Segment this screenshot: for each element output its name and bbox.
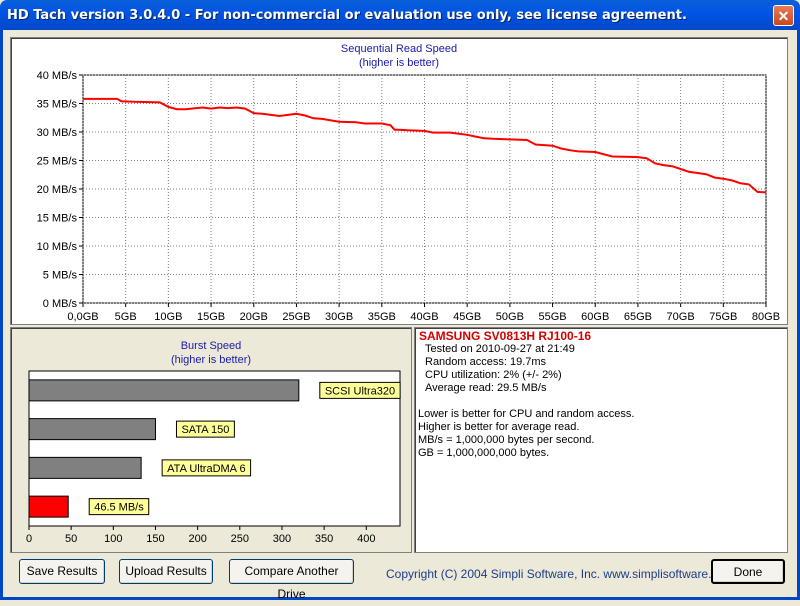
y-tick-label: 30 MB/s [37, 127, 78, 139]
note-mbs-definition: MB/s = 1,000,000 bytes per second. [418, 434, 595, 446]
burst-bar [28, 418, 156, 441]
burst-x-tick-label: 300 [273, 533, 291, 545]
burst-subtitle: (higher is better) [171, 354, 251, 366]
x-tick-label: 40GB [410, 311, 438, 323]
window-body [0, 30, 800, 600]
burst-x-tick-label: 250 [231, 533, 249, 545]
y-tick-label: 40 MB/s [37, 70, 78, 82]
sequential-read-chart: Sequential Read Speed (higher is better)… [37, 43, 780, 323]
burst-bar [28, 495, 69, 518]
tested-on: Tested on 2010-09-27 at 21:49 [425, 343, 575, 355]
burst-bar-label-text: SCSI Ultra320 [325, 385, 395, 397]
x-tick-label: 75GB [709, 311, 737, 323]
burst-bar-label-text: SATA 150 [181, 424, 229, 436]
x-tick-label: 5GB [115, 311, 137, 323]
x-tick-label: 60GB [581, 311, 609, 323]
burst-bar-label: ATA UltraDMA 6 [161, 459, 252, 477]
window-title: HD Tach version 3.0.4.0 - For non-commer… [7, 8, 687, 23]
burst-speed-panel: Burst Speed (higher is better) 0 50 100 150… [10, 327, 412, 553]
x-tick-label: 65GB [624, 311, 652, 323]
note-lower-better: Lower is better for CPU and random acces… [418, 408, 635, 420]
cpu-utilization: CPU utilization: 2% (+/- 2%) [425, 369, 562, 381]
burst-title: Burst Speed [181, 340, 242, 352]
burst-bar [28, 456, 142, 479]
title-bar: HD Tach version 3.0.4.0 - For non-commer… [0, 0, 800, 30]
compare-another-drive-button[interactable]: Compare Another Drive [229, 559, 354, 601]
burst-bar-label-text: 46.5 MB/s [94, 502, 144, 514]
x-tick-label: 15GB [197, 311, 225, 323]
x-tick-label: 80GB [752, 311, 780, 323]
burst-bar [28, 379, 300, 402]
drive-info: SAMSUNG SV0813H RJ100-16 Tested on 2010-… [418, 330, 786, 552]
chart-title: Sequential Read Speed [341, 43, 457, 55]
x-tick-label: 20GB [240, 311, 268, 323]
x-tick-label: 30GB [325, 311, 353, 323]
y-tick-label: 20 MB/s [37, 184, 78, 196]
x-tick-label: 25GB [282, 311, 310, 323]
x-tick-label: 50GB [496, 311, 524, 323]
burst-bar-label-text: ATA UltraDMA 6 [167, 463, 245, 475]
burst-bar-label-box [161, 459, 252, 477]
chart-subtitle: (higher is better) [359, 57, 439, 69]
random-access: Random access: 19.7ms [425, 356, 547, 368]
burst-bar-label: SATA 150 [175, 420, 235, 438]
x-tick-label: 70GB [667, 311, 695, 323]
burst-x-tick-label: 100 [104, 533, 122, 545]
x-tick-label: 35GB [368, 311, 396, 323]
burst-bar-label: SCSI Ultra320 [319, 381, 401, 399]
info-panel [414, 327, 788, 553]
burst-bar-label-box [88, 498, 150, 516]
burst-x-tick-label: 400 [357, 533, 375, 545]
copyright-text: Copyright (C) 2004 Simpli Software, Inc.… [386, 567, 735, 581]
sequential-read-panel: Sequential Read Speed (higher is better)… [10, 37, 788, 325]
burst-speed-chart: Burst Speed (higher is better) 0 50 100 150… [26, 340, 401, 545]
close-button[interactable]: ✕ [773, 5, 794, 26]
note-gb-definition: GB = 1,000,000,000 bytes. [418, 447, 550, 459]
burst-x-tick-label: 350 [315, 533, 333, 545]
upload-results-button[interactable]: Upload Results [119, 559, 213, 584]
y-tick-label: 10 MB/s [37, 241, 78, 253]
y-tick-label: 0 MB/s [43, 298, 78, 310]
y-tick-label: 5 MB/s [43, 270, 78, 282]
drive-name: SAMSUNG SV0813H RJ100-16 [419, 329, 592, 343]
done-button[interactable]: Done [711, 559, 785, 584]
x-tick-label: 10GB [154, 311, 182, 323]
burst-bar-label-box [319, 381, 401, 399]
burst-x-tick-label: 50 [65, 533, 77, 545]
burst-x-tick-label: 200 [188, 533, 206, 545]
note-higher-better: Higher is better for average read. [418, 421, 580, 433]
burst-x-tick-label: 0 [26, 533, 32, 545]
x-tick-label: 45GB [453, 311, 481, 323]
spacer [418, 395, 786, 408]
y-tick-label: 15 MB/s [37, 213, 78, 225]
y-tick-label: 35 MB/s [37, 99, 78, 111]
average-read: Average read: 29.5 MB/s [425, 382, 547, 394]
y-tick-label: 25 MB/s [37, 156, 78, 168]
burst-x-tick-label: 150 [146, 533, 164, 545]
x-tick-label: 55GB [538, 311, 566, 323]
save-results-button[interactable]: Save Results [19, 559, 105, 584]
burst-bar-label-box [175, 420, 235, 438]
read-speed-series-line [83, 97, 767, 194]
burst-bar-label: 46.5 MB/s [88, 498, 150, 516]
x-tick-label: 0,0GB [67, 311, 98, 323]
